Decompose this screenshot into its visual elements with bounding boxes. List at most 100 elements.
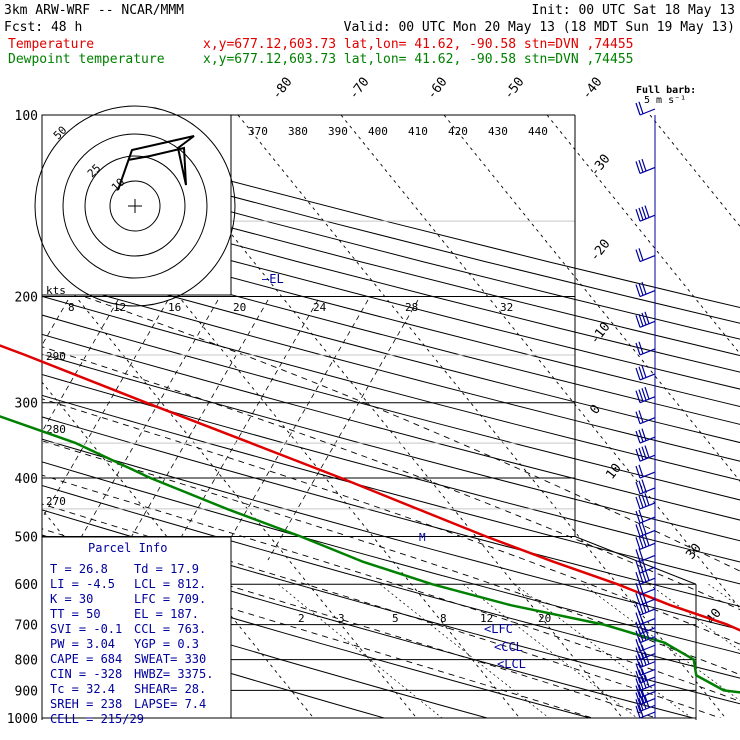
wind-barb (635, 695, 656, 712)
wind-barb-flag (641, 521, 647, 535)
hodograph-ring (62, 133, 208, 279)
valid-time: Valid: 00 UTC Mon 20 May 13 (18 MDT Sun … (344, 20, 735, 35)
pressure-tick-label: 800 (15, 654, 38, 669)
wind-barb-flag (638, 548, 644, 561)
mixing-ratio-line (277, 583, 443, 718)
dry-adiabat-label: 270 (46, 495, 66, 508)
wind-barb (635, 281, 656, 298)
hodograph-ring (84, 155, 186, 257)
parcel-value-left: TT = 50 (50, 607, 101, 621)
mixing-ratio-label: 20 (233, 301, 246, 314)
parcel-value-left: PW = 3.04 (50, 637, 115, 651)
wind-barb-flag (635, 647, 641, 660)
isotherm-line (42, 254, 418, 718)
dry-adiabat-line (42, 461, 740, 654)
moist-adiabat-line (42, 528, 658, 718)
mixing-ratio-label: 3 (338, 612, 345, 625)
wind-barb-staff (639, 254, 656, 263)
wind-barb (635, 704, 656, 719)
moist-adiabat-line (42, 346, 740, 611)
wind-barb-flag (638, 366, 644, 379)
wind-barb-flag (638, 629, 644, 642)
pressure-tick-label: 1000 (7, 712, 38, 727)
wind-barb-flag (635, 537, 641, 550)
wind-barb-flag (635, 678, 641, 691)
wind-barb-flag (638, 248, 644, 261)
isotherm-label: 0 (587, 402, 604, 417)
wind-barb (635, 509, 656, 524)
wind-barb-flag (638, 523, 644, 536)
pressure-tick-label: 500 (15, 530, 38, 545)
wind-barb-staff (639, 542, 656, 550)
wind-barb-staff (639, 676, 656, 684)
wind-barb-staff (639, 653, 656, 661)
parcel-value-left: K = 30 (50, 592, 93, 606)
hodograph-trace (117, 135, 195, 191)
wind-barb-flag (638, 662, 644, 675)
parcel-value-right: EL = 187. (134, 607, 199, 621)
mixing-ratio-line (217, 299, 369, 561)
wind-barb-staff (639, 454, 656, 462)
wind-barb-flag (644, 695, 650, 708)
wind-barb-staff (639, 373, 656, 381)
wind-barb-flag (635, 208, 641, 222)
wind-barb-flag (641, 600, 647, 613)
dry-adiabat-line (42, 394, 740, 585)
pressure-tick-label: 700 (15, 619, 38, 634)
dry-adiabat-line (42, 208, 740, 390)
wind-barb-staff (639, 683, 656, 691)
wind-barb-flag (635, 284, 641, 297)
dry-adiabat-line (42, 191, 740, 373)
isotherm-label: -80 (269, 75, 295, 103)
wind-barb-flag (641, 206, 647, 219)
wind-barb-flag (638, 495, 644, 508)
wind-barb-flag (638, 684, 644, 697)
wind-barb-flag (641, 644, 647, 658)
wind-barb-flag (638, 691, 644, 704)
mixing-ratio-label: 28 (405, 301, 418, 314)
wind-barb-flag (641, 388, 647, 401)
parcel-value-left: SREH = 238 (50, 697, 122, 711)
wind-barb-flag (638, 480, 644, 493)
wind-barb-flag (638, 429, 644, 443)
wind-barb-flag (644, 568, 650, 581)
wind-barb (635, 668, 656, 684)
wind-barb-flag (641, 696, 647, 710)
mixing-ratio-line (167, 299, 319, 561)
mixing-ratio-label: 24 (313, 301, 327, 314)
wind-barb-flag (635, 342, 641, 356)
wind-barb-flag (635, 655, 641, 668)
theta-label: 390 (328, 125, 348, 138)
dewpoint-profile (0, 415, 740, 694)
model-title: 3km ARW-WRF -- NCAR/MMM (4, 3, 184, 18)
lcl-marker: <LCL (497, 657, 526, 671)
mixing-ratio-line (582, 583, 740, 701)
mixing-ratio-label: 32 (500, 301, 513, 314)
wind-barb-flag (638, 447, 644, 461)
wind-barb-staff (639, 644, 656, 652)
wind-barb-flag (638, 160, 644, 173)
wind-barb-flag (635, 411, 641, 424)
wind-barb-flag (638, 601, 644, 615)
dry-adiabat-label: 280 (46, 423, 66, 436)
wind-barb (635, 568, 656, 585)
hodograph-ring (109, 180, 161, 232)
temperature-profile (0, 344, 740, 632)
wind-barb-staff (639, 577, 656, 585)
theta-label: 430 (488, 125, 508, 138)
wind-barb-staff (639, 471, 656, 479)
wind-barb-staff (639, 436, 656, 444)
hodograph-units-label: kts (46, 284, 66, 297)
isotherm-label: 30 (683, 541, 704, 563)
wind-barb-flag (638, 410, 644, 423)
wind-barb-flag (641, 158, 647, 172)
pressure-tick-label: 600 (15, 578, 38, 593)
isotherm-line (134, 115, 624, 718)
el-marker: —EL (262, 272, 284, 286)
isotherm-line (42, 126, 521, 718)
wind-barb-flag (644, 311, 650, 324)
wind-barb-flag (635, 663, 641, 676)
wind-barb (635, 445, 656, 462)
parcel-value-right: SHEAR= 28. (134, 682, 206, 696)
